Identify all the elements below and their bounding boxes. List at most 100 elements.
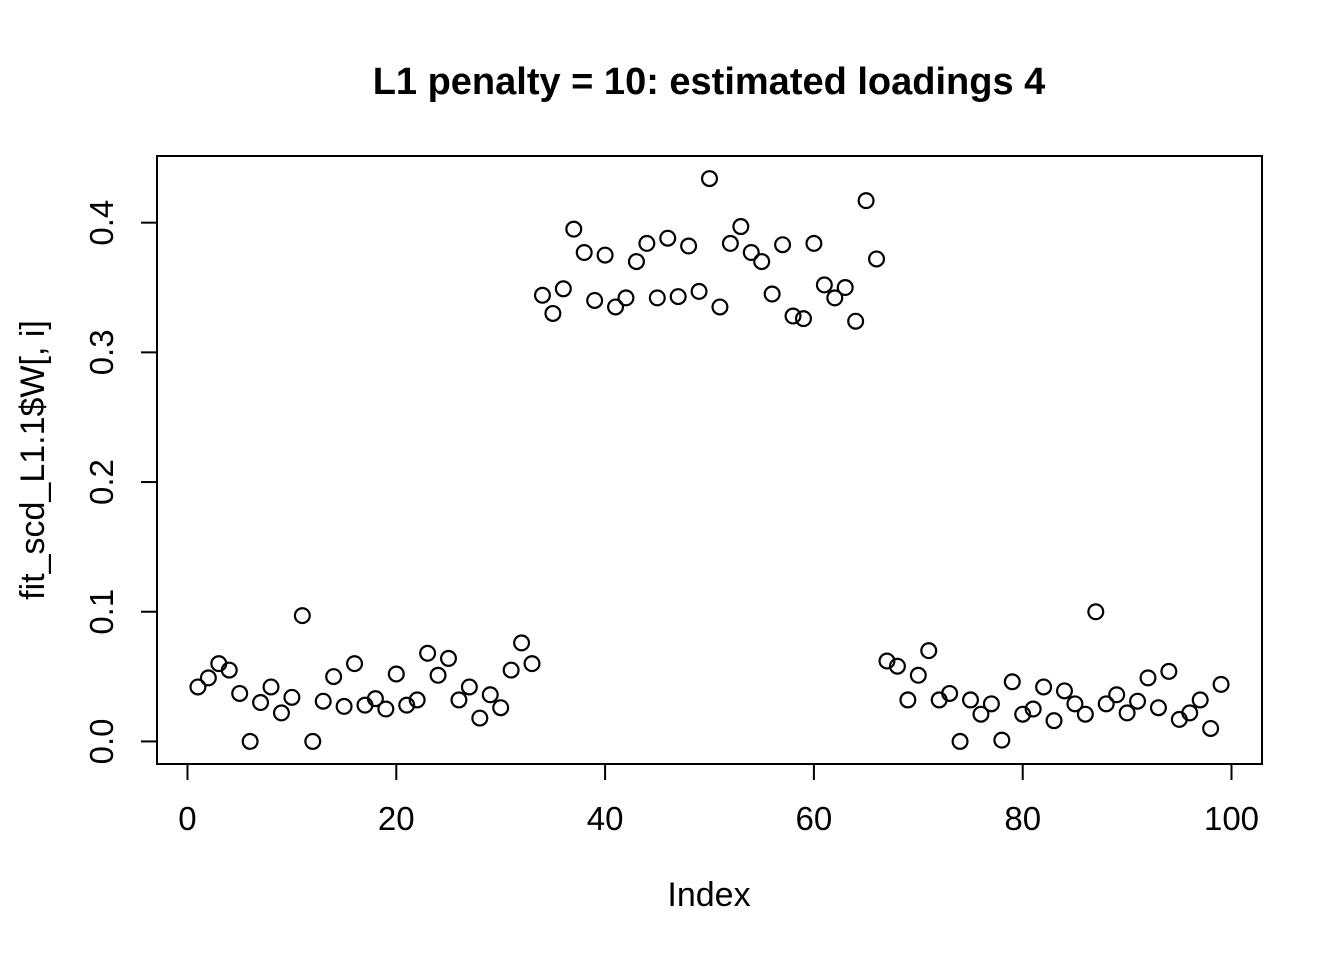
y-tick-label: 0.2 — [83, 459, 120, 505]
data-point — [565, 220, 583, 238]
data-point — [450, 691, 468, 709]
data-point — [283, 688, 301, 706]
data-point — [784, 307, 802, 325]
data-point — [627, 253, 645, 271]
data-point — [899, 691, 917, 709]
data-point — [533, 286, 551, 304]
data-point — [1191, 691, 1209, 709]
data-point — [941, 684, 959, 702]
data-point — [304, 732, 322, 750]
data-point — [419, 644, 437, 662]
data-point — [1087, 603, 1105, 621]
data-point — [742, 243, 760, 261]
data-point — [544, 304, 562, 322]
data-point — [607, 298, 625, 316]
data-point — [669, 288, 687, 306]
plot-area: 0 20 40 60 80 100 0.0 0.1 0.2 0.3 0.4 — [83, 155, 1263, 837]
data-point — [1024, 700, 1042, 718]
data-point — [262, 678, 280, 696]
data-point — [523, 655, 541, 673]
data-point — [387, 665, 405, 683]
data-point — [878, 652, 896, 670]
data-point — [909, 666, 927, 684]
data-point — [857, 192, 875, 210]
data-point — [1003, 673, 1021, 691]
data-point — [1129, 692, 1147, 710]
data-point — [1160, 662, 1178, 680]
x-tick-label: 80 — [1004, 800, 1041, 837]
data-point — [1055, 682, 1073, 700]
data-point — [847, 312, 865, 330]
x-axis-title: Index — [667, 876, 750, 914]
data-point — [492, 699, 510, 717]
data-point — [1066, 695, 1084, 713]
data-point — [826, 289, 844, 307]
x-tick-label: 100 — [1204, 800, 1259, 837]
data-point — [481, 686, 499, 704]
data-point — [471, 709, 489, 727]
data-point — [815, 276, 833, 294]
data-point — [335, 697, 353, 715]
data-point — [1014, 705, 1032, 723]
data-point — [1108, 686, 1126, 704]
data-point — [805, 234, 823, 252]
data-point — [753, 253, 771, 271]
data-point — [1139, 669, 1157, 687]
data-point — [680, 237, 698, 255]
y-tick-label: 0.3 — [83, 329, 120, 375]
data-point — [732, 218, 750, 236]
data-point — [1097, 695, 1115, 713]
chart-title: L1 penalty = 10: estimated loadings 4 — [373, 61, 1046, 103]
data-point — [346, 655, 364, 673]
data-point — [460, 678, 478, 696]
data-point — [638, 234, 656, 252]
data-point — [189, 678, 207, 696]
data-point — [429, 666, 447, 684]
data-point — [993, 731, 1011, 749]
data-point — [888, 657, 906, 675]
data-point — [763, 285, 781, 303]
y-axis-title: fit_scd_L1.1$W[, i] — [14, 320, 52, 600]
data-point — [554, 280, 572, 298]
data-point — [377, 700, 395, 718]
data-point — [575, 243, 593, 261]
data-point — [398, 696, 416, 714]
data-point — [502, 661, 520, 679]
data-point — [314, 692, 332, 710]
plot-box — [156, 155, 1263, 765]
data-point — [1212, 675, 1230, 693]
data-point — [721, 234, 739, 252]
data-point — [1076, 705, 1094, 723]
data-point — [586, 291, 604, 309]
data-point — [231, 684, 249, 702]
data-point — [920, 642, 938, 660]
x-tick-label: 40 — [587, 800, 624, 837]
data-point — [648, 289, 666, 307]
data-point — [711, 298, 729, 316]
data-point — [241, 732, 259, 750]
data-point — [617, 289, 635, 307]
data-point — [1118, 704, 1136, 722]
data-point — [1045, 712, 1063, 730]
x-tick-label: 60 — [796, 800, 833, 837]
data-point — [199, 669, 217, 687]
data-point — [366, 690, 384, 708]
data-point — [868, 250, 886, 268]
data-point — [700, 170, 718, 188]
x-tick-label: 20 — [378, 800, 415, 837]
data-point — [972, 705, 990, 723]
data-point — [659, 229, 677, 247]
data-point — [272, 704, 290, 722]
data-point — [982, 695, 1000, 713]
y-tick-label: 0.1 — [83, 589, 120, 635]
data-point — [439, 649, 457, 667]
data-point — [836, 279, 854, 297]
data-point — [1181, 704, 1199, 722]
data-point — [325, 668, 343, 686]
data-point — [293, 607, 311, 625]
y-tick-label: 0.0 — [83, 718, 120, 764]
data-point — [690, 282, 708, 300]
y-tick-label: 0.4 — [83, 200, 120, 246]
